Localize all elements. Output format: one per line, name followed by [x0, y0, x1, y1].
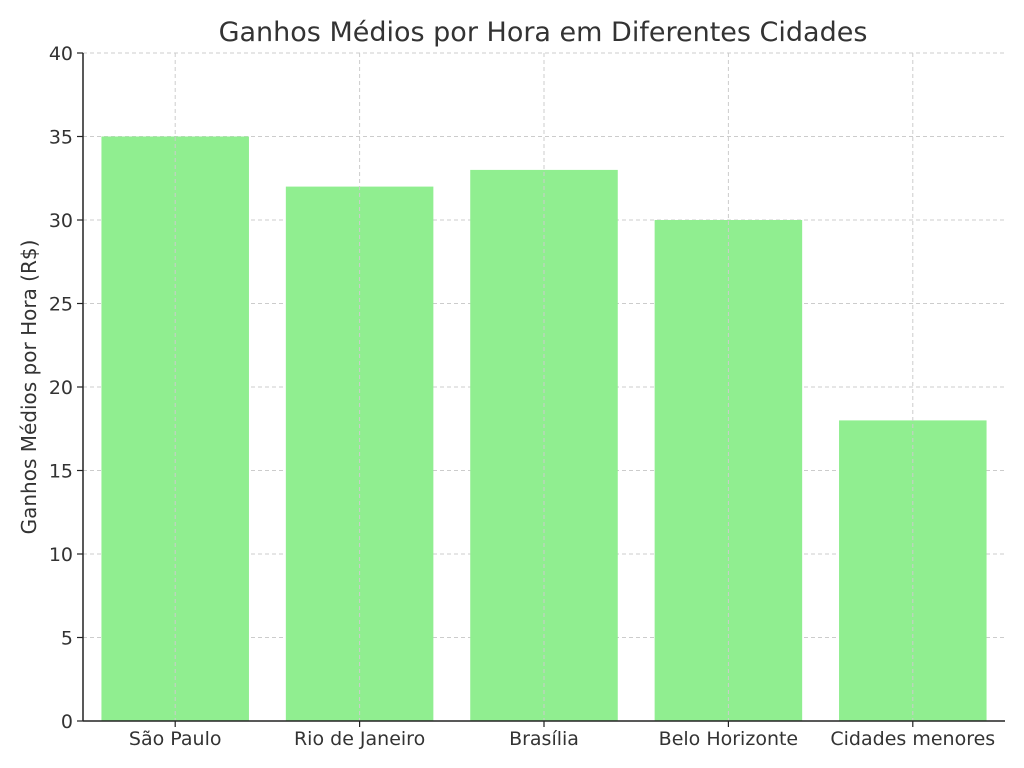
- y-tick-label: 10: [49, 544, 73, 566]
- y-tick-label: 35: [49, 127, 73, 149]
- y-tick-label: 20: [49, 377, 73, 399]
- y-ticks-layer: 0 5 10 15 20 25 30 35 40: [49, 43, 83, 733]
- y-tick-label: 40: [49, 43, 73, 65]
- y-tick-label: 15: [49, 461, 73, 483]
- x-tick-label: Cidades menores: [830, 728, 995, 750]
- y-tick-label: 5: [61, 628, 73, 650]
- y-tick-label: 30: [49, 210, 73, 232]
- bar: [654, 220, 803, 721]
- y-tick-label: 0: [61, 711, 73, 733]
- x-ticks-layer: São Paulo Rio de Janeiro Brasília Belo Hori…: [129, 721, 995, 750]
- x-tick-label: Belo Horizonte: [659, 728, 798, 750]
- x-tick-label: São Paulo: [129, 728, 222, 750]
- y-tick-label: 25: [49, 294, 73, 316]
- y-axis-label: Ganhos Médios por Hora (R$): [17, 240, 41, 535]
- x-tick-label: Brasília: [509, 728, 579, 750]
- chart-title: Ganhos Médios por Hora em Diferentes Cid…: [219, 17, 868, 48]
- vertical-grid-layer: [174, 53, 914, 721]
- x-tick-label: Rio de Janeiro: [294, 728, 425, 750]
- bar: [839, 420, 987, 721]
